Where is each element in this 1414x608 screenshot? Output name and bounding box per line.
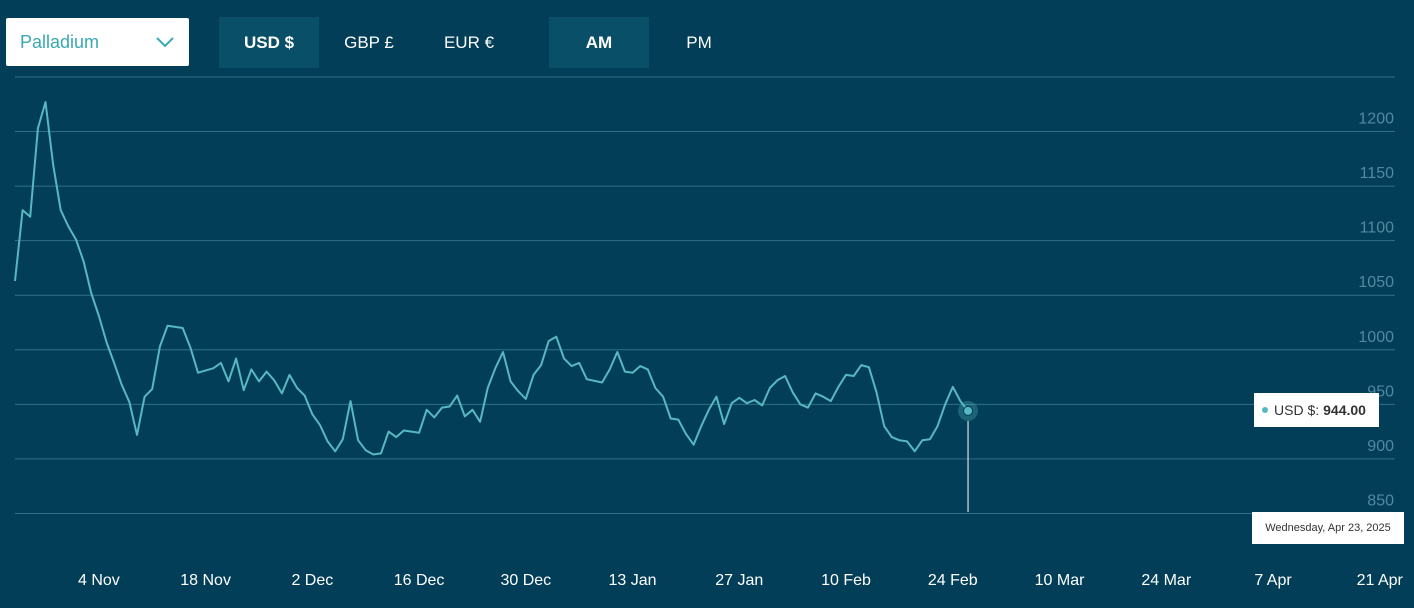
- metal-select[interactable]: Palladium: [6, 18, 189, 66]
- x-tick-label: 24 Mar: [1141, 572, 1191, 589]
- session-am-button[interactable]: AM: [549, 17, 649, 68]
- session-pm-button[interactable]: PM: [686, 32, 712, 52]
- x-tick-label: 10 Mar: [1035, 572, 1085, 589]
- x-tick-label: 24 Feb: [928, 572, 978, 589]
- x-tick-label: 7 Apr: [1254, 572, 1292, 589]
- x-tick-label: 13 Jan: [609, 572, 657, 589]
- currency-usd-button[interactable]: USD $: [219, 17, 319, 68]
- x-tick-label: 30 Dec: [500, 572, 551, 589]
- x-tick-label: 18 Nov: [180, 572, 231, 589]
- currency-eur-button[interactable]: EUR €: [443, 32, 495, 52]
- crosshair-date-label: Wednesday, Apr 23, 2025: [1252, 512, 1404, 544]
- x-tick-label: 21 Apr: [1357, 572, 1404, 589]
- y-tick-label: 900: [1367, 438, 1394, 455]
- y-tick-label: 1000: [1358, 329, 1394, 346]
- hover-point: [963, 405, 974, 416]
- y-tick-label: 1200: [1358, 111, 1394, 128]
- metal-select-value: Palladium: [20, 31, 100, 52]
- x-tick-label: 4 Nov: [78, 572, 120, 589]
- x-tick-label: 16 Dec: [394, 572, 445, 589]
- tooltip-series-label: USD $:: [1274, 402, 1320, 418]
- y-tick-label: 1100: [1360, 220, 1395, 237]
- x-tick-label: 27 Jan: [715, 572, 763, 589]
- price-line: [14, 101, 969, 456]
- x-tick-label: 2 Dec: [291, 572, 333, 589]
- series-dot-icon: [1262, 407, 1268, 413]
- y-tick-label: 1150: [1360, 165, 1395, 182]
- x-tick-label: 10 Feb: [821, 572, 871, 589]
- y-tick-label: 1050: [1358, 274, 1394, 291]
- chevron-down-icon: [156, 37, 174, 48]
- y-tick-label: 850: [1367, 492, 1394, 509]
- currency-gbp-button[interactable]: GBP £: [344, 32, 394, 52]
- tooltip-value: 944.00: [1323, 402, 1366, 418]
- value-tooltip: USD $: 944.00: [1254, 393, 1379, 427]
